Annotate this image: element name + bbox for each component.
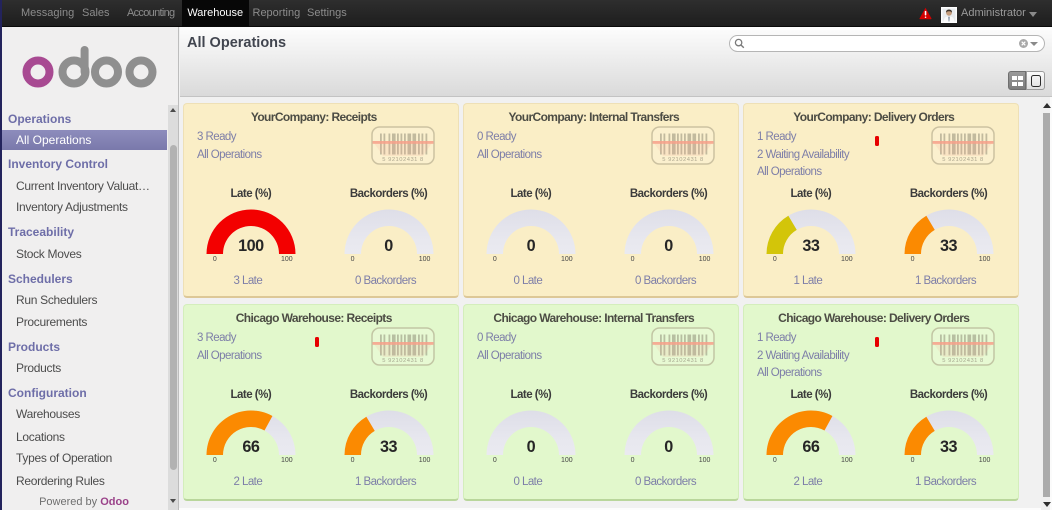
- svg-text:5 92102431 8: 5 92102431 8: [662, 357, 703, 363]
- svg-text:5 92102431 8: 5 92102431 8: [942, 156, 983, 162]
- svg-text:5 92102431 8: 5 92102431 8: [662, 156, 703, 162]
- svg-text:5 92102431 8: 5 92102431 8: [942, 357, 983, 363]
- svg-text:5 92102431 8: 5 92102431 8: [382, 357, 423, 363]
- svg-text:5 92102431 8: 5 92102431 8: [382, 156, 423, 162]
